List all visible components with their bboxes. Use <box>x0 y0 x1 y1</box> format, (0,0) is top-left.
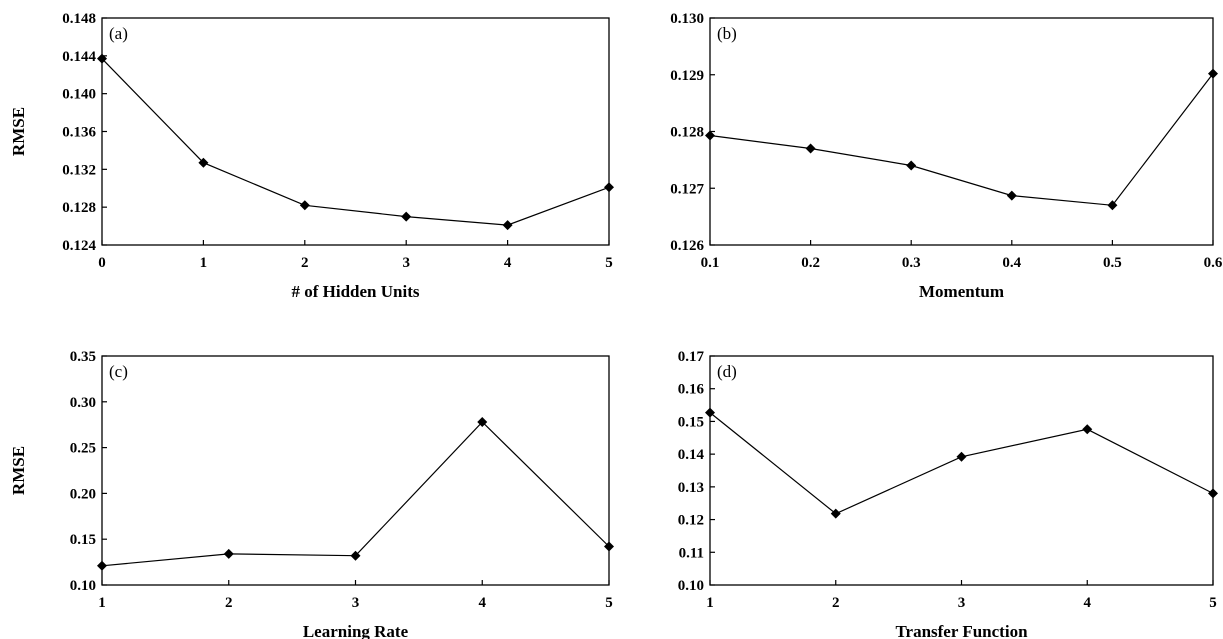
panel-a-x-tick-label: 4 <box>504 255 512 271</box>
panel-b-series-line <box>709 73 1214 206</box>
panel-a-x-axis-title: # of Hidden Units <box>292 282 420 301</box>
panel-b: 0.126 0.127 0.128 0.129 0.130 0.1 0.2 0.3 0.4 0.5… <box>670 11 1223 301</box>
panel-d-y-tick-label: 0.16 <box>678 382 705 398</box>
panel-a-x-tick-label: 2 <box>301 255 309 271</box>
panel-d-y-tick-label: 0.13 <box>678 480 704 496</box>
panel-d-frame <box>709 355 1214 586</box>
panel-a-y-axis-title: RMSE <box>9 107 28 156</box>
panel-a-y-tick-label: 0.136 <box>62 125 96 141</box>
panel-b-data-point <box>1208 68 1218 79</box>
panel-c-x-tick-label: 5 <box>605 595 613 611</box>
panel-c-y-tick-label: 0.25 <box>70 441 96 457</box>
panel-d-y-tick-label: 0.17 <box>678 349 705 365</box>
panel-a-data-point <box>401 211 412 222</box>
panel-c-y-tick-label: 0.15 <box>70 532 96 548</box>
panel-d-y-tick-label: 0.14 <box>678 447 705 463</box>
panel-b-label: (b) <box>717 24 737 43</box>
panel-c-x-axis-title: Learning Rate <box>303 622 409 639</box>
panel-a-y-tick-label: 0.140 <box>62 87 96 103</box>
panel-b-y-tick-label: 0.128 <box>670 125 704 141</box>
panel-d-x-tick-label: 3 <box>958 595 966 611</box>
panel-d-y-tick-label: 0.12 <box>678 513 704 529</box>
panel-d: 0.10 0.11 0.12 0.13 0.14 0.15 0.16 0.17 1 2 3 4 5 Tra… <box>678 349 1218 639</box>
panel-c-y-tick-label: 0.30 <box>70 395 96 411</box>
panel-b-data-point <box>705 130 715 141</box>
panel-b-data-point <box>906 160 917 171</box>
panel-a-data-point <box>604 182 614 193</box>
panel-b-y-tick-label: 0.130 <box>670 11 704 27</box>
panel-c-frame <box>101 355 610 586</box>
panel-d-x-tick-label: 5 <box>1209 595 1217 611</box>
panel-b-x-tick-label: 0.4 <box>1002 255 1021 271</box>
panel-b-y-tick-label: 0.126 <box>670 238 704 254</box>
panel-a-data-point <box>97 53 107 64</box>
panel-c-data-point <box>477 416 488 427</box>
panel-a-data-point <box>198 157 209 168</box>
panel-b-data-point <box>805 143 816 154</box>
panel-b-y-tick-label: 0.129 <box>670 68 704 84</box>
panel-d-x-tick-label: 4 <box>1084 595 1092 611</box>
panel-b-x-tick-label: 0.6 <box>1204 255 1223 271</box>
panel-d-x-tick-label: 1 <box>706 595 714 611</box>
panel-a-x-tick-label: 3 <box>402 255 410 271</box>
panel-b-frame <box>709 17 1214 246</box>
panel-d-data-point <box>830 508 841 519</box>
panel-b-data-point <box>1006 190 1017 201</box>
panel-d-x-tick-label: 2 <box>832 595 840 611</box>
panel-c: 0.10 0.15 0.20 0.25 0.30 0.35 1 2 3 4 5 Learning Ra… <box>9 349 614 639</box>
panel-c-y-tick-label: 0.35 <box>70 349 96 365</box>
panel-c-x-tick-label: 3 <box>352 595 360 611</box>
panel-c-x-tick-label: 1 <box>98 595 106 611</box>
panel-a-label: (a) <box>109 24 128 43</box>
panel-d-y-tick-label: 0.15 <box>678 414 704 430</box>
panel-c-series-line <box>101 421 610 567</box>
panel-a-y-tick-label: 0.128 <box>62 200 96 216</box>
panel-a-data-point <box>502 220 513 231</box>
panel-a-series-line <box>101 58 610 226</box>
panel-a-data-point <box>299 200 310 211</box>
panel-c-data-point <box>223 548 234 559</box>
panel-d-data-point <box>1208 488 1218 499</box>
panel-d-y-tick-label: 0.10 <box>678 578 704 594</box>
panel-c-y-tick-label: 0.10 <box>70 578 96 594</box>
panel-c-data-point <box>604 541 614 552</box>
panel-b-x-tick-label: 0.2 <box>801 255 820 271</box>
panel-d-y-tick-label: 0.11 <box>679 545 704 561</box>
panel-d-series-line <box>709 412 1214 515</box>
panel-c-data-point <box>350 550 361 561</box>
panel-a-x-tick-label: 0 <box>98 255 106 271</box>
panel-c-x-tick-label: 2 <box>225 595 233 611</box>
panel-c-label: (c) <box>109 362 128 381</box>
panel-b-x-tick-label: 0.5 <box>1103 255 1122 271</box>
panel-c-x-tick-label: 4 <box>479 595 487 611</box>
panel-a-y-tick-label: 0.132 <box>62 162 96 178</box>
panel-b-y-tick-label: 0.127 <box>670 181 704 197</box>
panel-a: 0.124 0.128 0.132 0.136 0.140 0.144 0.148 0 1 2 3 4… <box>9 11 614 301</box>
panel-b-x-tick-label: 0.3 <box>902 255 921 271</box>
panel-a-y-tick-label: 0.144 <box>62 49 96 65</box>
panel-c-y-axis-title: RMSE <box>9 446 28 495</box>
panel-a-y-tick-label: 0.124 <box>62 238 96 254</box>
panel-b-x-axis-title: Momentum <box>919 282 1004 301</box>
panel-d-x-axis-title: Transfer Function <box>895 622 1028 639</box>
panel-c-y-tick-label: 0.20 <box>70 486 96 502</box>
panel-b-x-tick-label: 0.1 <box>701 255 720 271</box>
panel-d-data-point <box>705 407 715 418</box>
panel-a-x-tick-label: 1 <box>200 255 208 271</box>
panel-d-data-point <box>1082 424 1093 435</box>
panel-a-x-tick-label: 5 <box>605 255 613 271</box>
panel-a-y-tick-label: 0.148 <box>62 11 96 27</box>
panel-d-data-point <box>956 451 967 462</box>
panel-d-label: (d) <box>717 362 737 381</box>
panel-b-data-point <box>1107 200 1118 211</box>
panel-c-data-point <box>97 560 107 571</box>
